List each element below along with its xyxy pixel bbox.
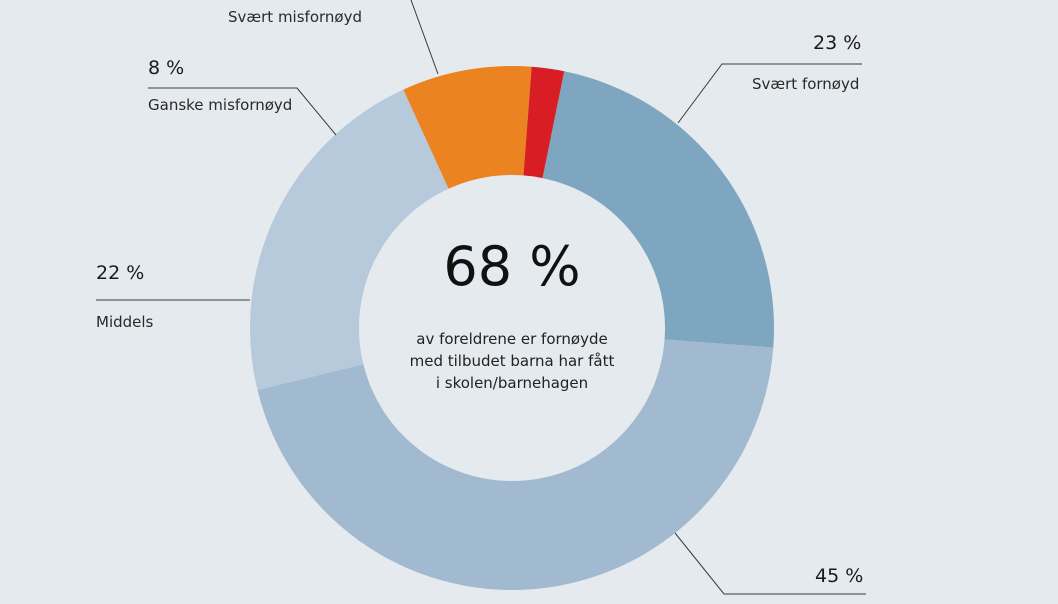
center-line-2: med tilbudet barna har fått <box>409 352 615 370</box>
label-svaert-fornoyd-name: Svært fornøyd <box>752 75 860 93</box>
center-line-1: av foreldrene er fornøyde <box>416 330 608 348</box>
leader-svaert-misfornoyd <box>410 0 439 75</box>
leader-ganske-fornoyd <box>674 532 866 595</box>
center-line-3: i skolen/barnehagen <box>435 374 589 392</box>
label-ganske-misfornoyd-value: 8 % <box>148 57 185 79</box>
slice-ganske-fornoyd <box>257 339 774 590</box>
slice-svaert-fornoyd <box>542 71 774 348</box>
label-middels-value: 22 % <box>96 262 145 284</box>
donut-slices <box>249 66 774 590</box>
label-middels-name: Middels <box>96 313 154 331</box>
center-description: av foreldrene er fornøyde med tilbudet b… <box>362 328 662 394</box>
slice-svaert-misfornoyd <box>523 66 565 179</box>
label-svaert-misfornoyd-name: Svært misfornøyd <box>228 8 362 26</box>
leader-svaert-fornoyd <box>677 63 862 124</box>
leader-ganske-misfornoyd <box>148 87 337 136</box>
label-ganske-misfornoyd-name: Ganske misfornøyd <box>148 96 293 114</box>
slice-ganske-misfornoyd <box>403 66 532 189</box>
leader-lines <box>96 0 866 595</box>
center-value: 68 % <box>443 235 581 298</box>
label-svaert-fornoyd-value: 23 % <box>813 32 862 54</box>
slice-middels <box>249 89 449 391</box>
label-ganske-fornoyd-value: 45 % <box>815 565 864 587</box>
